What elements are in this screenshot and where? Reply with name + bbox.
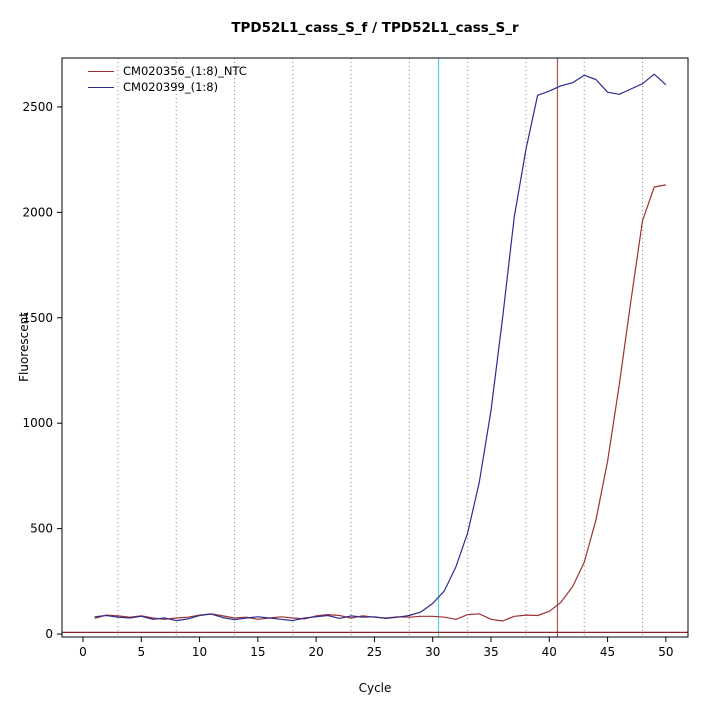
legend-label-ntc: CM020356_(1:8)_NTC [123, 64, 247, 78]
legend-label-sample: CM020399_(1:8) [123, 80, 219, 94]
x-tick-label: 25 [367, 645, 382, 659]
series-line-1 [94, 73, 667, 622]
y-tick-label: 2500 [22, 100, 53, 114]
x-tick-label: 20 [308, 645, 323, 659]
y-tick-label: 0 [45, 627, 53, 641]
y-tick-label: 1500 [22, 311, 53, 325]
x-tick-label: 35 [483, 645, 498, 659]
x-tick-label: 15 [250, 645, 265, 659]
legend-line-swatch-red [88, 71, 114, 72]
x-tick-label: 0 [79, 645, 87, 659]
x-tick-label: 30 [425, 645, 440, 659]
legend: CM020356_(1:8)_NTC CM020399_(1:8) [88, 65, 247, 94]
y-tick-label: 2000 [22, 205, 53, 219]
x-tick-label: 40 [542, 645, 557, 659]
plot-border [61, 57, 689, 638]
chart-title: TPD52L1_cass_S_f / TPD52L1_cass_S_r [231, 20, 519, 36]
legend-item-ntc: CM020356_(1:8)_NTC [88, 65, 247, 78]
x-tick-label: 10 [192, 645, 207, 659]
x-tick-label: 5 [137, 645, 145, 659]
y-tick-label: 500 [30, 522, 53, 536]
legend-line-swatch-blue [88, 87, 114, 88]
y-tick-label: 1000 [22, 416, 53, 430]
legend-item-sample: CM020399_(1:8) [88, 81, 247, 94]
x-axis-label: Cycle [358, 681, 392, 695]
series-line-0 [94, 184, 667, 622]
x-tick-label: 50 [658, 645, 673, 659]
x-tick-label: 45 [600, 645, 615, 659]
y-axis-label: Fluorescent [17, 312, 31, 382]
